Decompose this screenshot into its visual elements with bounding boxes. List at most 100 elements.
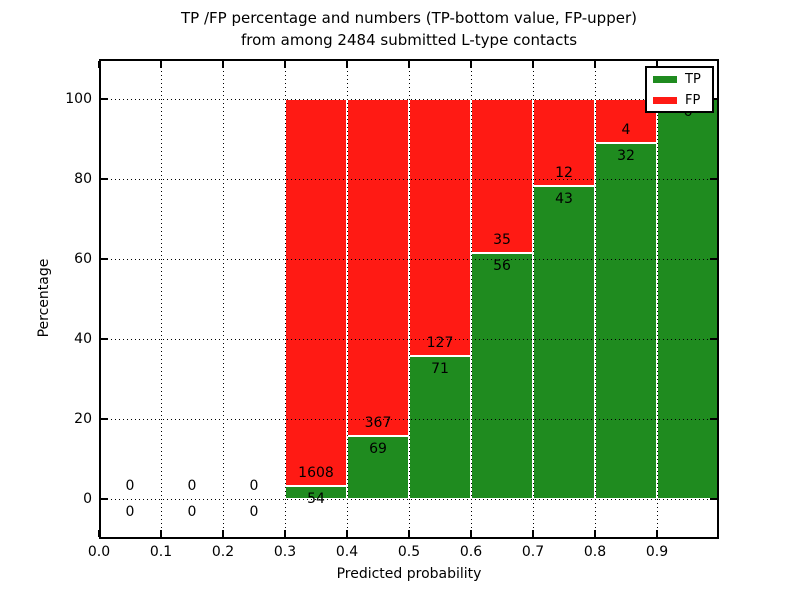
tick-mark [710, 178, 717, 180]
gridline-x [160, 59, 162, 539]
bar-value-label-fp: 35 [493, 231, 511, 248]
bar-value-label-tp: 54 [307, 491, 325, 507]
bar-value-label-fp: 0 [187, 478, 197, 494]
bar-value-label-tp: 69 [369, 440, 387, 457]
bar-segment-fp [347, 99, 409, 436]
bar-value-label-fp: 0 [125, 478, 135, 494]
y-tick-label: 0 [83, 491, 92, 507]
bar-segment-tp [657, 99, 719, 499]
tick-mark [222, 61, 224, 68]
gridline-y [99, 498, 719, 500]
bar-value-label-fp: 1608 [298, 465, 334, 481]
x-tick-label: 0.8 [583, 544, 607, 560]
legend-item-tp: TP [653, 69, 712, 90]
tick-mark [101, 498, 108, 500]
gridline-y [99, 338, 719, 340]
x-tick-label: 0.7 [521, 544, 545, 560]
tick-mark [532, 530, 534, 537]
bar-value-label-tp: 56 [493, 257, 511, 274]
tick-mark [408, 530, 410, 537]
x-tick-label: 0.0 [87, 544, 111, 560]
bar-value-label-fp: 4 [621, 122, 631, 139]
gridline-x [222, 59, 224, 539]
x-tick-label: 0.3 [273, 544, 297, 560]
x-tick-label: 0.9 [645, 544, 669, 560]
x-tick-label: 0.4 [335, 544, 359, 560]
y-axis-label: Percentage [36, 258, 52, 338]
tick-mark [656, 61, 658, 68]
chart-title-line2: from among 2484 submitted L-type contact… [240, 31, 578, 49]
fp-swatch-icon [653, 96, 677, 104]
x-tick-label: 0.5 [397, 544, 421, 560]
bar-segment-fp [471, 99, 533, 253]
legend-item-fp: FP [653, 90, 712, 111]
x-tick-label: 0.1 [149, 544, 173, 560]
tp-swatch-icon [653, 75, 677, 83]
x-axis-label: Predicted probability [336, 566, 482, 582]
tick-mark [346, 530, 348, 537]
gridline-y [99, 418, 719, 420]
bar-segment-tp [471, 252, 533, 499]
tick-mark [101, 258, 108, 260]
tick-mark [470, 61, 472, 68]
tick-mark [160, 61, 162, 68]
chart-title: TP /FP percentage and numbers (TP-bottom… [99, 7, 719, 51]
gridline-y [99, 98, 719, 100]
tick-mark [710, 258, 717, 260]
gridline-y [99, 258, 719, 260]
gridline-x [656, 59, 658, 539]
bar-segment-fp [409, 99, 471, 356]
tick-mark [160, 530, 162, 537]
y-tick-label: 80 [74, 171, 92, 187]
y-tick-label: 60 [74, 251, 92, 267]
gridline-x [408, 59, 410, 539]
bar-segment-tp [409, 355, 471, 499]
bar-value-label-tp: 0 [249, 504, 259, 520]
bar-value-label-tp: 0 [125, 504, 135, 520]
gridline-x [284, 59, 286, 539]
tick-mark [284, 530, 286, 537]
tick-mark [594, 61, 596, 68]
x-tick-label: 0.2 [211, 544, 235, 560]
tick-mark [408, 61, 410, 68]
tick-mark [656, 530, 658, 537]
y-tick-label: 20 [74, 411, 92, 427]
bar-segment-tp [347, 435, 409, 499]
y-tick-label: 100 [65, 91, 92, 107]
gridline-x [594, 59, 596, 539]
x-tick-label: 0.6 [459, 544, 483, 560]
bar-value-label-fp: 0 [249, 478, 259, 494]
legend-label-tp: TP [685, 71, 701, 87]
gridline-x [470, 59, 472, 539]
y-tick-label: 40 [74, 331, 92, 347]
legend-label-fp: FP [685, 92, 701, 108]
bar-value-label-tp: 0 [187, 504, 197, 520]
bar-segment-tp [533, 186, 595, 499]
bar-segment-tp [595, 143, 657, 499]
tick-mark [532, 61, 534, 68]
tick-mark [222, 530, 224, 537]
bar-value-label-fp: 367 [364, 414, 392, 431]
tick-mark [101, 338, 108, 340]
tick-mark [98, 530, 100, 537]
tick-mark [284, 61, 286, 68]
gridline-y [99, 178, 719, 180]
bar-value-label-tp: 32 [617, 148, 635, 165]
legend: TP FP [645, 66, 714, 113]
tick-mark [346, 61, 348, 68]
tick-mark [710, 498, 717, 500]
bar-value-label-fp: 12 [555, 165, 573, 182]
gridline-x [532, 59, 534, 539]
tick-mark [710, 418, 717, 420]
bar-segment-fp [285, 99, 347, 486]
tick-mark [101, 98, 108, 100]
chart-title-line1: TP /FP percentage and numbers (TP-bottom… [181, 9, 637, 27]
bar-value-label-tp: 43 [555, 191, 573, 208]
tick-mark [470, 530, 472, 537]
tick-mark [594, 530, 596, 537]
tick-mark [101, 418, 108, 420]
gridline-x [346, 59, 348, 539]
tick-mark [710, 338, 717, 340]
bar-segment-fp [533, 99, 595, 187]
